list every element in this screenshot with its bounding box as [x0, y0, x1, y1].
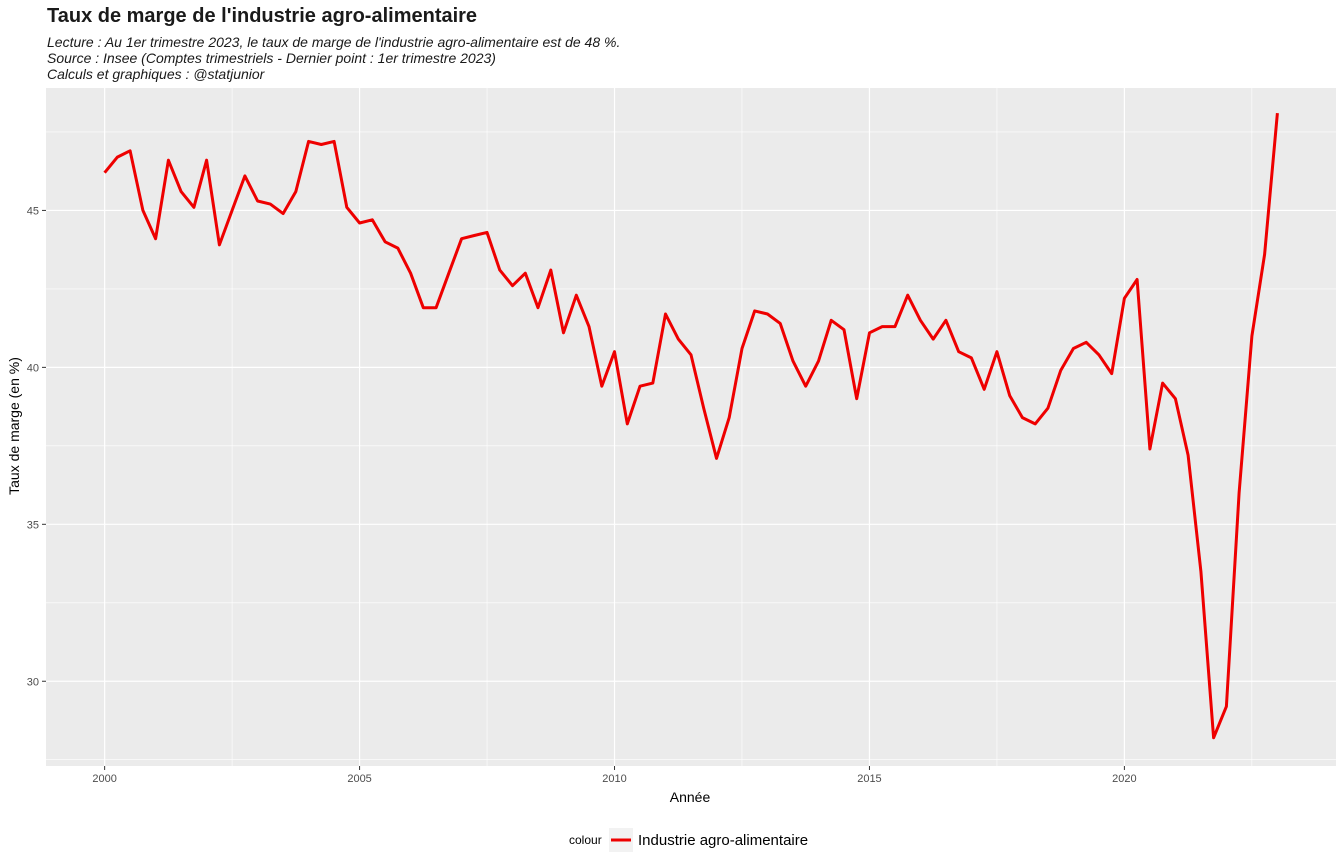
legend-title: colour [569, 833, 602, 847]
x-tick-label: 2020 [1112, 773, 1136, 785]
y-tick-label: 30 [27, 676, 39, 688]
minor-gridlines [46, 88, 1336, 766]
chart-subtitle-credits: Calculs et graphiques : @statjunior [47, 66, 265, 82]
y-tick-label: 35 [27, 519, 39, 531]
legend: colour Industrie agro-alimentaire [569, 828, 808, 852]
y-tick-label: 40 [27, 362, 39, 374]
x-tick-label: 2000 [92, 773, 116, 785]
x-tick-label: 2015 [857, 773, 881, 785]
x-axis-ticks: 2000 2005 2010 2015 2020 [92, 766, 1137, 785]
y-axis-ticks: 30 35 40 45 [27, 205, 46, 688]
x-tick-label: 2005 [347, 773, 371, 785]
series-line-industrie-agro-alimentaire [103, 112, 1279, 740]
chart-subtitle-source: Source : Insee (Comptes trimestriels - D… [47, 50, 496, 66]
chart-title: Taux de marge de l'industrie agro-alimen… [47, 5, 478, 27]
y-tick-label: 45 [27, 205, 39, 217]
y-axis-title: Taux de marge (en %) [6, 357, 22, 495]
legend-label: Industrie agro-alimentaire [638, 832, 808, 849]
chart-subtitle-reading: Lecture : Au 1er trimestre 2023, le taux… [47, 34, 621, 50]
x-tick-label: 2010 [602, 773, 626, 785]
x-axis-title: Année [670, 789, 711, 805]
major-gridlines [46, 88, 1336, 766]
